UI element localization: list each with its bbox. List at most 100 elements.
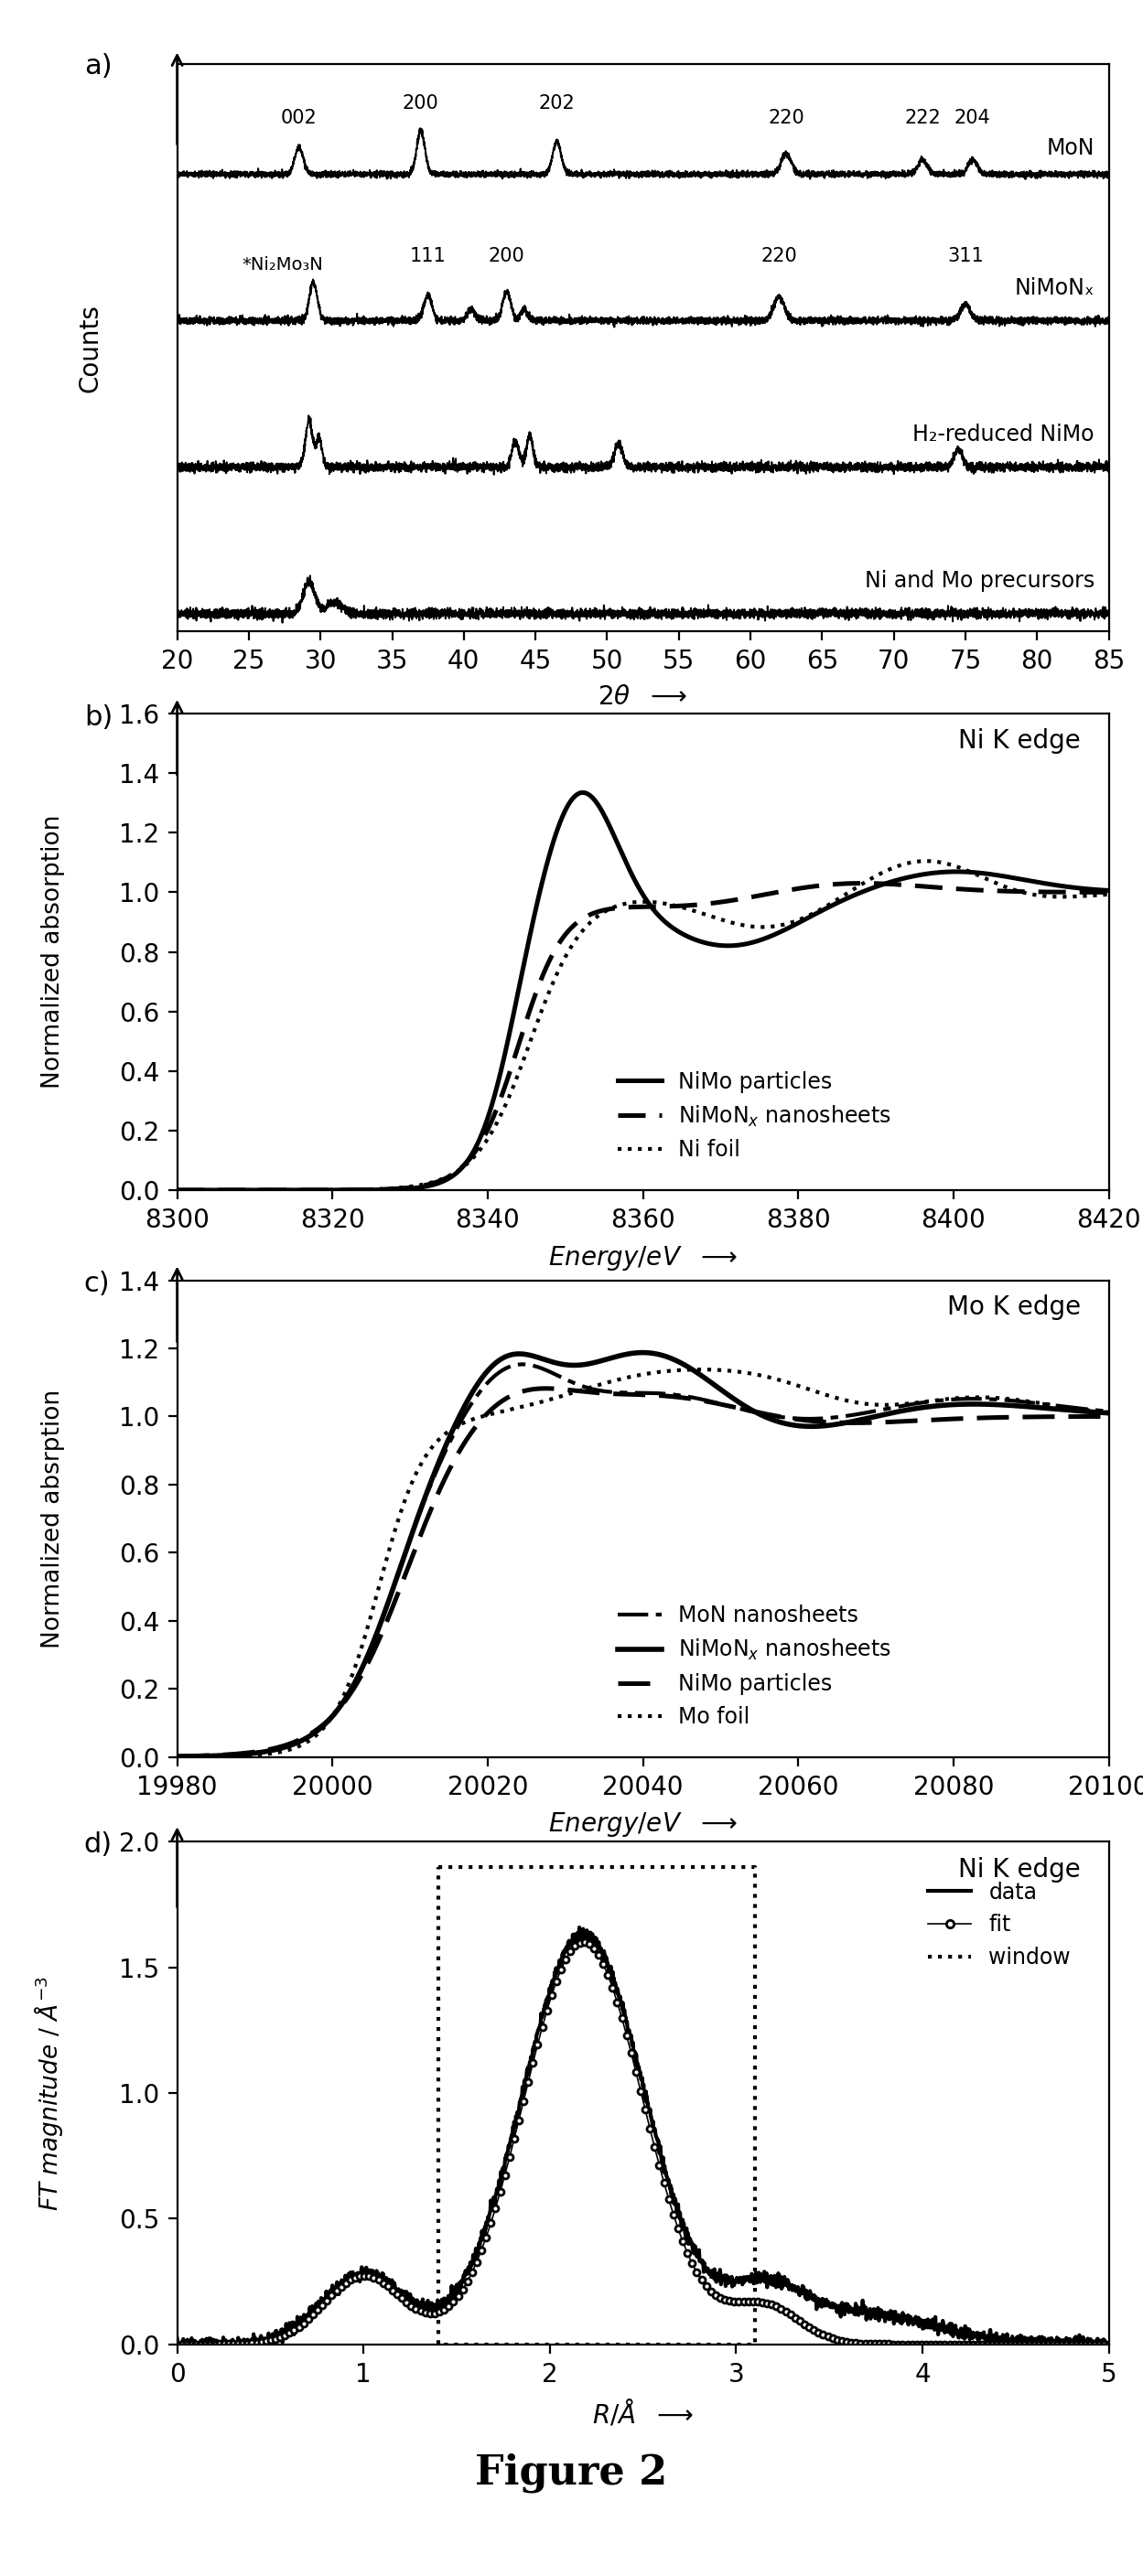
NiMo particles [331, 1175, 345, 1206]
fit [226, 2329, 240, 2360]
MoN nanosheets [1102, 1396, 1116, 1427]
Line: window: window [438, 1868, 754, 2344]
NiMo particles [576, 778, 590, 809]
fit [208, 2329, 222, 2360]
MoN nanosheets [170, 1741, 184, 1772]
NiMoN$_x$ nanosheets [1102, 1399, 1116, 1430]
Text: 220: 220 [761, 247, 798, 265]
NiMo particles [1102, 1401, 1116, 1432]
Text: Ni and Mo precursors: Ni and Mo precursors [864, 569, 1094, 592]
Ni foil [568, 925, 582, 956]
Line: NiMo particles: NiMo particles [177, 1388, 1109, 1757]
Text: Figure 2: Figure 2 [475, 2452, 668, 2494]
NiMoN$_x$ nanosheets [277, 1175, 290, 1206]
Text: MoN: MoN [1046, 137, 1094, 160]
Mo foil [170, 1741, 184, 1772]
Text: 220: 220 [768, 108, 805, 126]
X-axis label: $Energy / eV$  $\longrightarrow$: $Energy / eV$ $\longrightarrow$ [549, 1811, 737, 1839]
Text: 222: 222 [904, 108, 941, 126]
NiMoN$_x$ nanosheets [170, 1741, 184, 1772]
fit [577, 1927, 591, 1958]
Text: *Ni₂Mo₃N: *Ni₂Mo₃N [241, 258, 322, 273]
Line: data: data [177, 1927, 1109, 2344]
NiMoN$_x$ nanosheets [331, 1692, 345, 1723]
X-axis label: $R / \AA$  $\longrightarrow$: $R / \AA$ $\longrightarrow$ [592, 2398, 694, 2429]
fit [418, 2298, 432, 2329]
Line: MoN nanosheets: MoN nanosheets [177, 1365, 1109, 1757]
NiMoN$_x$ nanosheets [277, 1731, 290, 1762]
NiMoN$_x$ nanosheets [983, 1388, 997, 1419]
NiMoN$_x$ nanosheets [170, 1175, 184, 1206]
Mo foil [1102, 1396, 1116, 1427]
fit [1102, 2329, 1116, 2360]
Line: Mo foil: Mo foil [177, 1370, 1109, 1757]
data [218, 2326, 232, 2357]
data [170, 2324, 184, 2354]
NiMoN$_x$ nanosheets [855, 868, 869, 899]
Text: 204: 204 [954, 108, 991, 126]
X-axis label: $2\theta$  $\longrightarrow$: $2\theta$ $\longrightarrow$ [598, 685, 688, 711]
X-axis label: $Energy / eV$  $\longrightarrow$: $Energy / eV$ $\longrightarrow$ [549, 1244, 737, 1273]
data [1102, 2329, 1116, 2360]
NiMo particles [983, 1401, 997, 1432]
NiMo particles [568, 1376, 582, 1406]
window [748, 1852, 761, 1883]
Text: a): a) [85, 54, 112, 80]
NiMo particles [1084, 1401, 1097, 1432]
NiMoN$_x$ nanosheets [568, 1350, 582, 1381]
Y-axis label: Normalized absrption: Normalized absrption [41, 1388, 65, 1649]
data [573, 1911, 586, 1942]
data [624, 2020, 638, 2050]
Text: Ni K edge: Ni K edge [958, 729, 1081, 752]
Ni foil [1102, 878, 1116, 909]
fit [170, 2329, 184, 2360]
NiMo particles [538, 1373, 552, 1404]
window [431, 2329, 445, 2360]
Mo foil [694, 1355, 708, 1386]
window [748, 2329, 761, 2360]
NiMo particles [170, 1741, 184, 1772]
NiMo particles [1102, 876, 1116, 907]
Mo foil [331, 1690, 345, 1721]
data [599, 1942, 613, 1973]
data [1076, 2329, 1089, 2360]
MoN nanosheets [277, 1731, 290, 1762]
NiMoN$_x$ nanosheets [1084, 876, 1097, 907]
Y-axis label: $FT\ magnitude\ /\ \AA^{-3}$: $FT\ magnitude\ /\ \AA^{-3}$ [32, 1976, 65, 2210]
fit [344, 2264, 358, 2295]
Text: 311: 311 [948, 247, 984, 265]
Text: 202: 202 [538, 95, 575, 113]
Text: NiMoNₓ: NiMoNₓ [1015, 278, 1094, 299]
Ni foil [919, 845, 933, 876]
NiMo particles [277, 1175, 290, 1206]
Line: Ni foil: Ni foil [177, 860, 1109, 1190]
NiMoN$_x$ nanosheets [528, 981, 542, 1012]
Text: 200: 200 [402, 95, 439, 113]
Mo foil [277, 1736, 290, 1767]
NiMo particles [528, 899, 542, 930]
Text: Ni K edge: Ni K edge [958, 1857, 1081, 1883]
Mo foil [568, 1376, 582, 1406]
Text: 111: 111 [410, 247, 446, 265]
NiMo particles [528, 1373, 542, 1404]
Line: NiMoN$_x$ nanosheets: NiMoN$_x$ nanosheets [177, 884, 1109, 1190]
NiMoN$_x$ nanosheets [636, 1337, 649, 1368]
NiMoN$_x$ nanosheets [1102, 876, 1116, 907]
Text: H₂-reduced NiMo: H₂-reduced NiMo [913, 425, 1094, 446]
Legend: MoN nanosheets, NiMoN$_x$ nanosheets, NiMo particles, Mo foil: MoN nanosheets, NiMoN$_x$ nanosheets, Ni… [609, 1597, 900, 1736]
data [905, 2306, 919, 2336]
Ni foil [1084, 881, 1097, 912]
Y-axis label: Normalized absorption: Normalized absorption [41, 814, 65, 1090]
MoN nanosheets [568, 1368, 582, 1399]
Mo foil [528, 1388, 542, 1419]
MoN nanosheets [983, 1383, 997, 1414]
MoN nanosheets [331, 1692, 345, 1723]
Ni foil [528, 1015, 542, 1046]
Legend: data, fit, window: data, fit, window [919, 1873, 1079, 1978]
MoN nanosheets [515, 1350, 529, 1381]
window [431, 1852, 445, 1883]
data [1076, 2329, 1089, 2360]
NiMoN$_x$ nanosheets [568, 909, 582, 940]
NiMoN$_x$ nanosheets [331, 1175, 345, 1206]
Text: Mo K edge: Mo K edge [948, 1296, 1081, 1319]
